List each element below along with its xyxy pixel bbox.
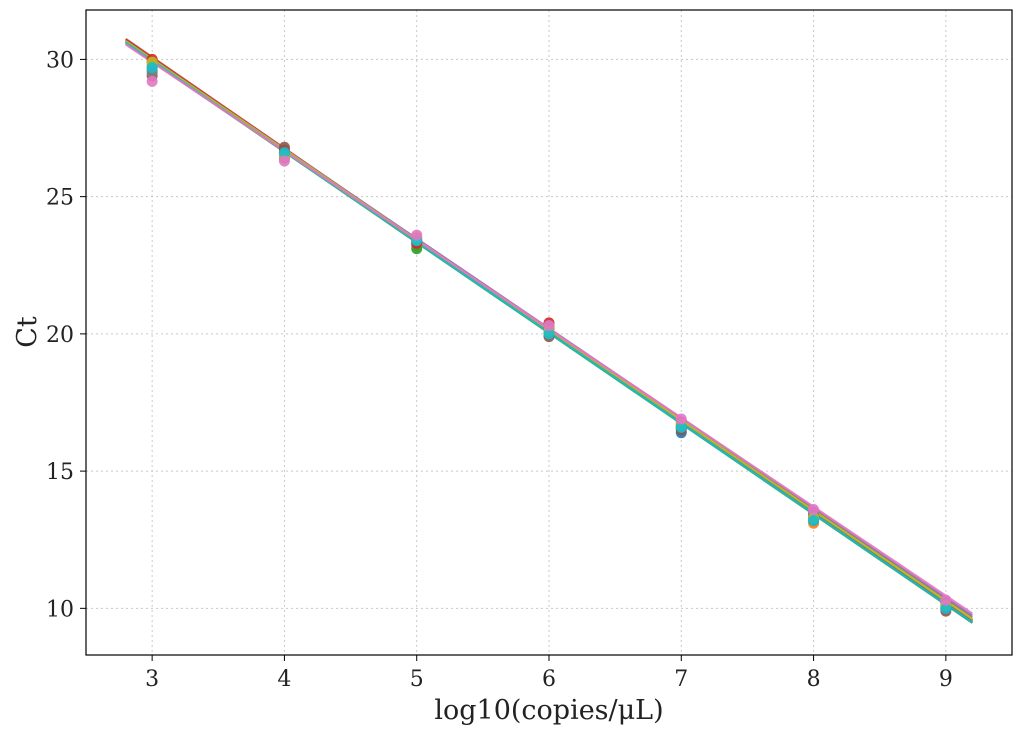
data-point: [278, 147, 290, 159]
x-tick-label: 4: [277, 667, 291, 692]
y-tick-label: 20: [46, 323, 74, 348]
y-tick-label: 15: [46, 460, 74, 485]
data-point: [278, 155, 290, 167]
data-point: [543, 328, 555, 340]
data-point: [411, 229, 423, 241]
data-point: [146, 75, 158, 87]
x-tick-label: 8: [807, 667, 821, 692]
x-tick-label: 6: [542, 667, 556, 692]
y-tick-label: 25: [46, 186, 74, 211]
data-point: [940, 602, 952, 614]
x-tick-label: 7: [674, 667, 688, 692]
data-point: [808, 515, 820, 527]
data-point: [808, 504, 820, 516]
y-tick-label: 10: [46, 597, 74, 622]
data-point: [675, 421, 687, 433]
y-tick-label: 30: [46, 48, 74, 73]
data-points: [146, 53, 952, 617]
x-axis-label: log10(copies/μL): [434, 695, 663, 726]
data-point: [543, 320, 555, 332]
data-point: [675, 413, 687, 425]
y-axis-label: Ct: [12, 316, 43, 348]
x-tick-label: 3: [145, 667, 159, 692]
data-point: [940, 594, 952, 606]
axis-ticks: 3 4 5 6 7 8 9 10 15 20 25 30: [46, 48, 953, 692]
data-point: [146, 62, 158, 74]
x-tick-label: 5: [410, 667, 424, 692]
grid-lines: [86, 10, 1012, 655]
x-tick-label: 9: [939, 667, 953, 692]
